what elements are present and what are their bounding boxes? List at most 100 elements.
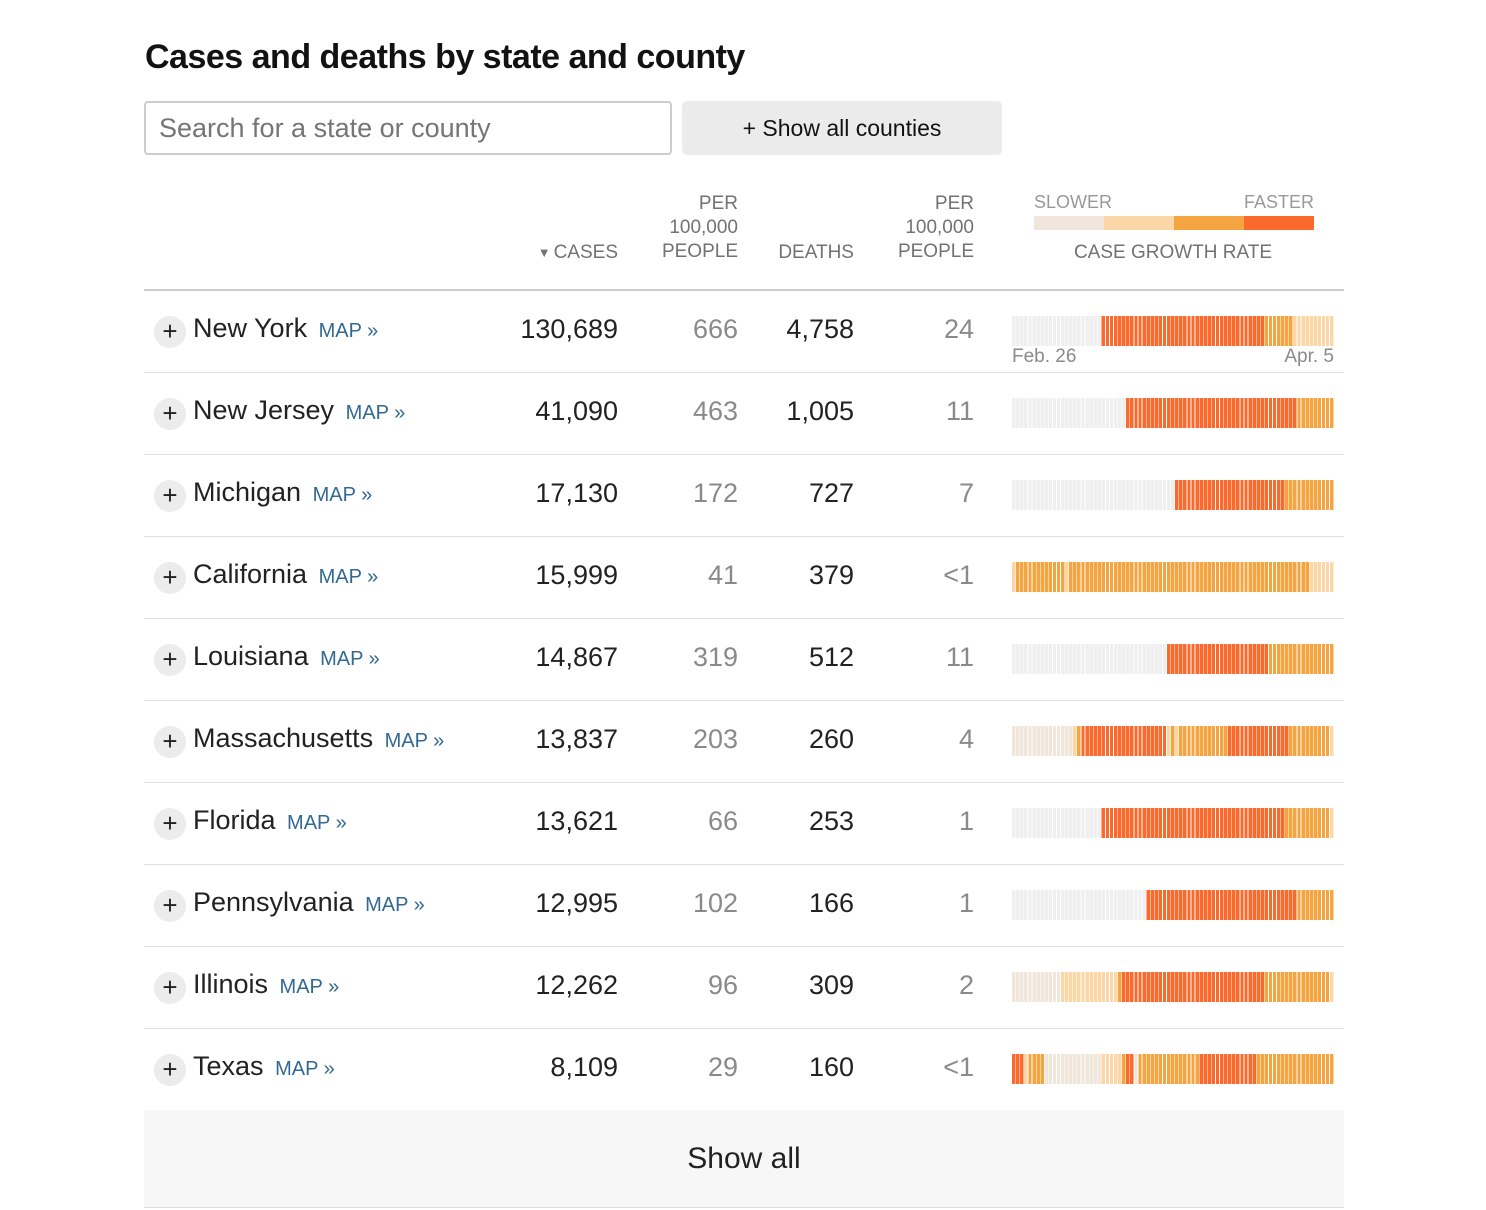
growth-day-cell (1073, 644, 1077, 674)
growth-day-cell (1077, 972, 1081, 1002)
column-header-cases-per-100k[interactable]: PER 100,000 PEOPLE (618, 192, 738, 264)
table-row: + Michigan MAP » 17,130 172 727 7 (144, 455, 1344, 537)
growth-day-cell (1138, 972, 1142, 1002)
growth-day-cell (1268, 972, 1273, 1002)
expand-icon[interactable]: + (154, 808, 186, 840)
state-name: Pennsylvania (193, 887, 354, 917)
column-header-cases[interactable]: ▼ CASES (538, 241, 618, 265)
expand-icon[interactable]: + (154, 726, 186, 758)
growth-day-cell (1297, 808, 1301, 838)
expand-icon[interactable]: + (154, 890, 186, 922)
growth-day-cell (1040, 1054, 1044, 1084)
growth-day-cell (1154, 972, 1159, 1002)
growth-day-cell (1064, 562, 1069, 592)
growth-day-cell (1109, 562, 1114, 592)
state-map-link[interactable]: MAP » (279, 976, 340, 998)
growth-day-cell (1134, 562, 1138, 592)
growth-day-cell (1089, 398, 1093, 428)
growth-day-cell (1268, 1054, 1273, 1084)
growth-day-cell (1134, 808, 1138, 838)
state-map-link[interactable]: MAP » (384, 730, 445, 752)
growth-day-cell (1048, 316, 1053, 346)
expand-icon[interactable]: + (154, 480, 186, 512)
growth-day-cell (1085, 1054, 1089, 1084)
deaths-per-100k-value: 4 (958, 724, 974, 754)
growth-day-cell (1166, 316, 1171, 346)
column-header-deaths[interactable]: DEATHS (778, 242, 854, 263)
cases-value: 12,262 (535, 970, 618, 1000)
growth-day-cell (1020, 890, 1024, 920)
growth-day-cell (1276, 398, 1281, 428)
search-input[interactable] (144, 101, 672, 155)
expand-icon[interactable]: + (154, 972, 186, 1004)
growth-day-cell (1036, 644, 1040, 674)
state-map-link[interactable]: MAP » (365, 894, 425, 916)
growth-day-cell (1150, 480, 1154, 510)
growth-day-cell (1158, 562, 1163, 592)
growth-day-cell (1166, 808, 1171, 838)
growth-day-cell (1077, 480, 1081, 510)
growth-day-cell (1142, 890, 1146, 920)
growth-day-cell (1081, 398, 1085, 428)
growth-day-cell (1064, 890, 1069, 920)
state-map-link[interactable]: MAP » (287, 812, 347, 834)
state-map-link[interactable]: MAP » (345, 402, 406, 424)
growth-day-cell (1281, 890, 1285, 920)
growth-day-cell (1024, 480, 1028, 510)
growth-day-cell (1138, 316, 1142, 346)
growth-day-cell (1313, 562, 1317, 592)
growth-day-cell (1052, 644, 1057, 674)
growth-day-cell (1179, 644, 1183, 674)
state-map-link[interactable]: MAP » (275, 1058, 335, 1080)
growth-day-cell (1154, 316, 1159, 346)
growth-day-cell (1134, 972, 1138, 1002)
growth-day-cell (1240, 726, 1244, 756)
expand-icon[interactable]: + (154, 316, 186, 348)
growth-day-cell (1256, 644, 1260, 674)
state-map-link[interactable]: MAP » (312, 484, 373, 506)
state-name: Texas (193, 1051, 264, 1081)
growth-day-cell (1276, 480, 1281, 510)
state-name: Massachusetts (193, 723, 374, 753)
growth-day-cell (1223, 562, 1228, 592)
growth-day-cell (1048, 890, 1053, 920)
growth-day-cell (1236, 644, 1240, 674)
growth-day-cell (1272, 398, 1277, 428)
growth-rate-legend: SLOWER FASTER (1034, 192, 1314, 230)
growth-day-cell (1276, 644, 1281, 674)
growth-day-cell (1301, 726, 1305, 756)
growth-day-cell (1281, 562, 1285, 592)
state-name-cell: Pennsylvania MAP » (193, 887, 425, 918)
state-map-link[interactable]: MAP » (318, 566, 379, 588)
expand-icon[interactable]: + (154, 1054, 186, 1086)
column-header-deaths-per-100k[interactable]: PER 100,000 PEOPLE (854, 192, 974, 264)
growth-day-cell (1325, 562, 1330, 592)
growth-day-cell (1207, 398, 1212, 428)
page-title: Cases and deaths by state and county (145, 38, 745, 76)
growth-day-cell (1150, 398, 1154, 428)
cases-value: 41,090 (535, 396, 618, 426)
expand-icon[interactable]: + (154, 644, 186, 676)
case-growth-strip (1012, 972, 1334, 1002)
growth-day-cell (1105, 480, 1110, 510)
growth-day-cell (1117, 398, 1122, 428)
growth-day-cell (1272, 1054, 1277, 1084)
state-map-link[interactable]: MAP » (320, 648, 380, 670)
growth-day-cell (1028, 1054, 1032, 1084)
growth-day-cell (1060, 398, 1065, 428)
state-map-link[interactable]: MAP » (318, 320, 379, 342)
growth-day-cell (1228, 480, 1232, 510)
state-name-cell: Illinois MAP » (193, 969, 339, 1000)
growth-day-cell (1130, 480, 1134, 510)
growth-day-cell (1138, 398, 1142, 428)
expand-icon[interactable]: + (154, 562, 186, 594)
growth-day-cell (1289, 562, 1293, 592)
show-all-counties-button[interactable]: + Show all counties (682, 101, 1002, 155)
expand-icon[interactable]: + (154, 398, 186, 430)
growth-day-cell (1028, 562, 1032, 592)
cases-per-100k-value: 29 (707, 1052, 738, 1082)
growth-day-cell (1101, 890, 1106, 920)
growth-day-cell (1122, 398, 1126, 428)
show-all-button[interactable]: Show all (144, 1110, 1344, 1208)
growth-day-cell (1048, 808, 1053, 838)
